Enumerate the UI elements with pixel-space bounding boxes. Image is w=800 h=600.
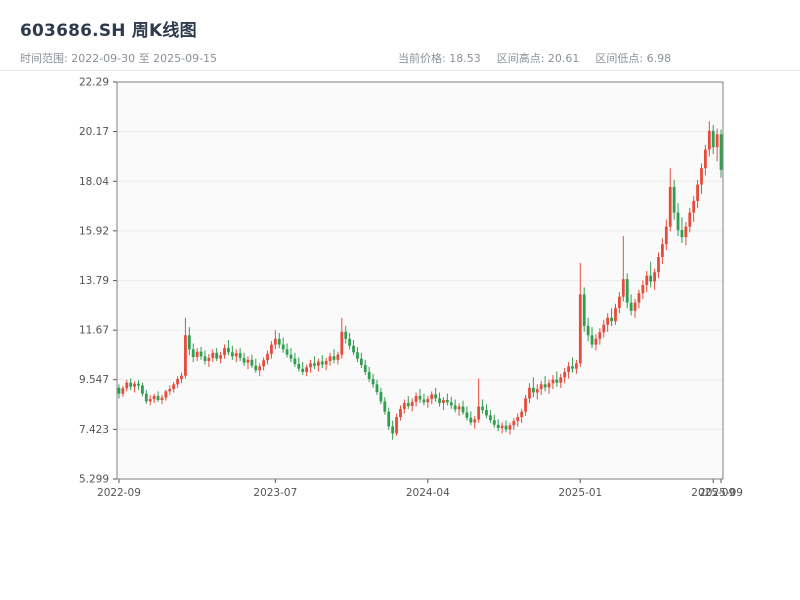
kline-chart-wrap: 22.29 20.17 18.04 15.92 13.79 11.67 9.547 7.423…: [0, 72, 800, 512]
svg-text:5.299: 5.299: [79, 474, 109, 486]
svg-text:2022-09: 2022-09: [97, 487, 141, 499]
price-info: 当前价格: 18.53 区间高点: 20.61 区间低点: 6.98: [398, 50, 687, 66]
svg-text:9.547: 9.547: [79, 374, 109, 386]
svg-text:7.423: 7.423: [79, 424, 109, 436]
svg-text:18.04: 18.04: [79, 176, 109, 188]
current-price-label: 当前价格: 18.53: [398, 52, 481, 65]
svg-text:22.29: 22.29: [79, 77, 109, 89]
svg-text:20.17: 20.17: [79, 126, 109, 138]
svg-text:2024-04: 2024-04: [406, 487, 450, 499]
range-high-label: 区间高点: 20.61: [496, 52, 580, 65]
range-low-label: 区间低点: 6.98: [595, 52, 672, 65]
svg-text:2025-01: 2025-01: [558, 487, 602, 499]
svg-text:2025-09: 2025-09: [691, 487, 735, 499]
svg-text:13.79: 13.79: [79, 275, 109, 287]
kline-chart: 22.29 20.17 18.04 15.92 13.79 11.67 9.547 7.423…: [79, 77, 743, 500]
svg-text:15.92: 15.92: [79, 225, 109, 237]
svg-text:2023-07: 2023-07: [253, 487, 297, 499]
svg-text:11.67: 11.67: [79, 325, 109, 337]
svg-text:2025-09: 2025-09: [699, 487, 743, 499]
chart-header: 603686.SH 周K线图 时间范围: 2022-09-30 至 2025-0…: [0, 0, 800, 70]
page-title: 603686.SH 周K线图: [20, 21, 197, 41]
header-divider: [0, 70, 800, 71]
time-range-label: 时间范围: 2022-09-30 至 2025-09-15: [20, 52, 218, 65]
